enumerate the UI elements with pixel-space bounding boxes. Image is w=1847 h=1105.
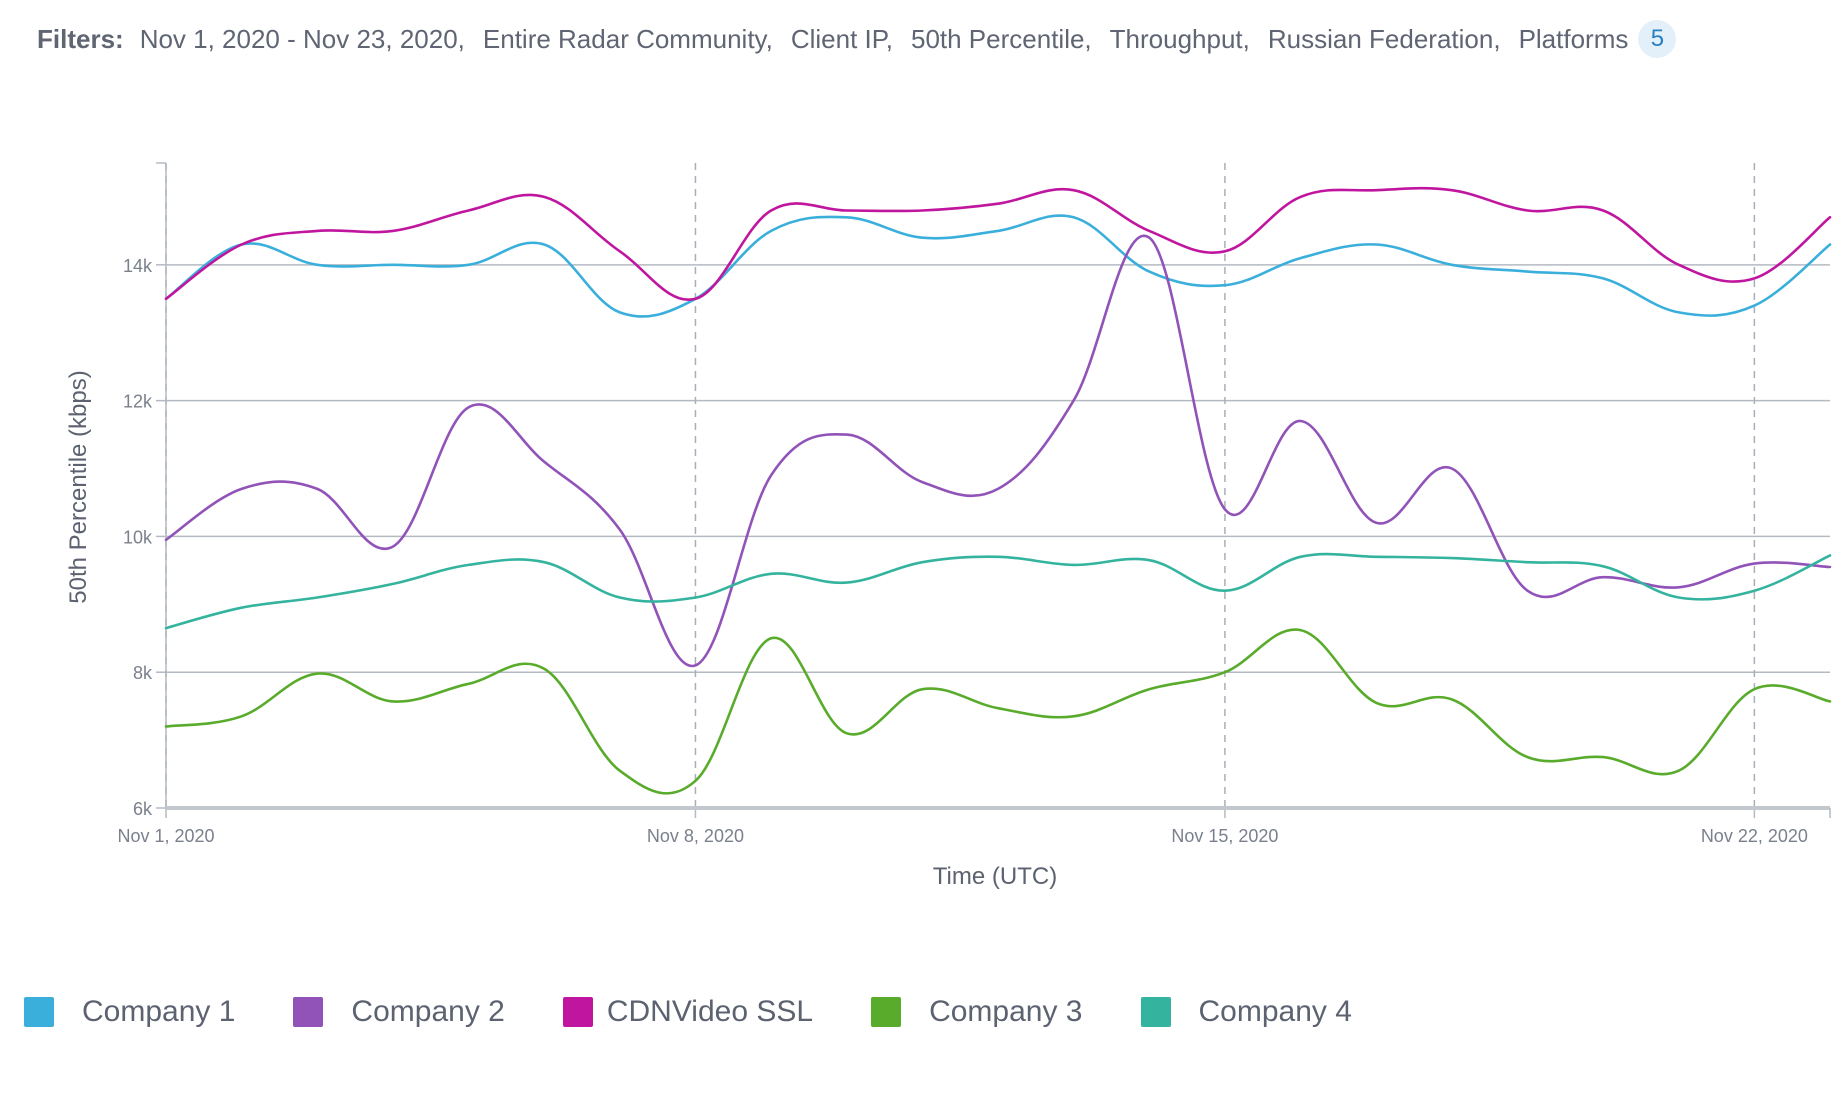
legend-label: Company 1 xyxy=(82,995,236,1028)
x-tick-label: Nov 1, 2020 xyxy=(117,826,214,846)
x-tick-label: Nov 15, 2020 xyxy=(1171,826,1278,846)
axes: 6k 8k 10k 12k 14k Nov 1, 2020 Nov 8, 2020 Nov 1… xyxy=(117,162,1831,846)
legend-swatch xyxy=(871,997,902,1027)
filter-metric[interactable]: Throughput, xyxy=(1109,23,1250,54)
series-line-cdnvideo-ssl[interactable] xyxy=(164,186,1832,302)
platforms-count-badge[interactable]: 5 xyxy=(1638,20,1677,58)
filter-percentile[interactable]: 50th Percentile, xyxy=(910,23,1092,54)
series-line-company-4[interactable] xyxy=(164,552,1832,630)
filter-date-range[interactable]: Nov 1, 2020 - Nov 23, 2020, xyxy=(139,23,465,54)
legend-item-cdnvideo-ssl[interactable]: CDNVideo SSL xyxy=(562,995,814,1029)
legend-label: Company 3 xyxy=(929,995,1083,1028)
legend-swatch xyxy=(24,997,54,1027)
line-chart: 6k 8k 10k 12k 14k Nov 1, 2020 Nov 8, 2020 Nov 1… xyxy=(65,162,1832,890)
legend-item-company-1[interactable]: Company 1 xyxy=(24,995,235,1029)
y-axis-title: 50th Percentile (kbps) xyxy=(65,370,92,603)
x-tick-label: Nov 22, 2020 xyxy=(1701,826,1808,846)
legend-swatch xyxy=(293,997,324,1027)
series-line-company-3[interactable] xyxy=(164,628,1832,795)
legend-item-company-3[interactable]: Company 3 xyxy=(871,995,1083,1029)
series-line-company-1[interactable] xyxy=(164,214,1832,318)
filters-label: Filters: xyxy=(37,23,124,54)
y-tick-label: 14k xyxy=(123,256,153,276)
legend-item-company-2[interactable]: Company 2 xyxy=(293,995,505,1029)
y-tick-label: 8k xyxy=(133,663,153,683)
x-axis-title: Time (UTC) xyxy=(933,863,1057,890)
legend-swatch xyxy=(1140,997,1171,1027)
legend-label: Company 4 xyxy=(1198,995,1352,1028)
legend-item-company-4[interactable]: Company 4 xyxy=(1140,995,1352,1029)
legend-swatch xyxy=(562,997,593,1027)
legend-label: Company 2 xyxy=(351,995,505,1028)
filter-community[interactable]: Entire Radar Community, xyxy=(482,23,773,54)
y-tick-label: 6k xyxy=(133,799,153,819)
series-line-company-2[interactable] xyxy=(164,234,1832,668)
filter-platforms[interactable]: Platforms xyxy=(1518,23,1629,54)
legend-label: CDNVideo SSL xyxy=(606,995,814,1028)
y-tick-label: 12k xyxy=(123,392,153,412)
legend: Company 1 Company 2 CDNVideo SSL Company… xyxy=(24,995,1410,1029)
y-tick-label: 10k xyxy=(123,527,153,547)
grid-lines xyxy=(165,163,1830,808)
series-lines xyxy=(164,186,1832,795)
x-tick-label: Nov 8, 2020 xyxy=(647,826,744,846)
filter-country[interactable]: Russian Federation, xyxy=(1267,23,1501,54)
filter-client-ip[interactable]: Client IP, xyxy=(790,23,893,54)
filters-bar: Filters: Nov 1, 2020 - Nov 23, 2020, Ent… xyxy=(37,20,1677,58)
